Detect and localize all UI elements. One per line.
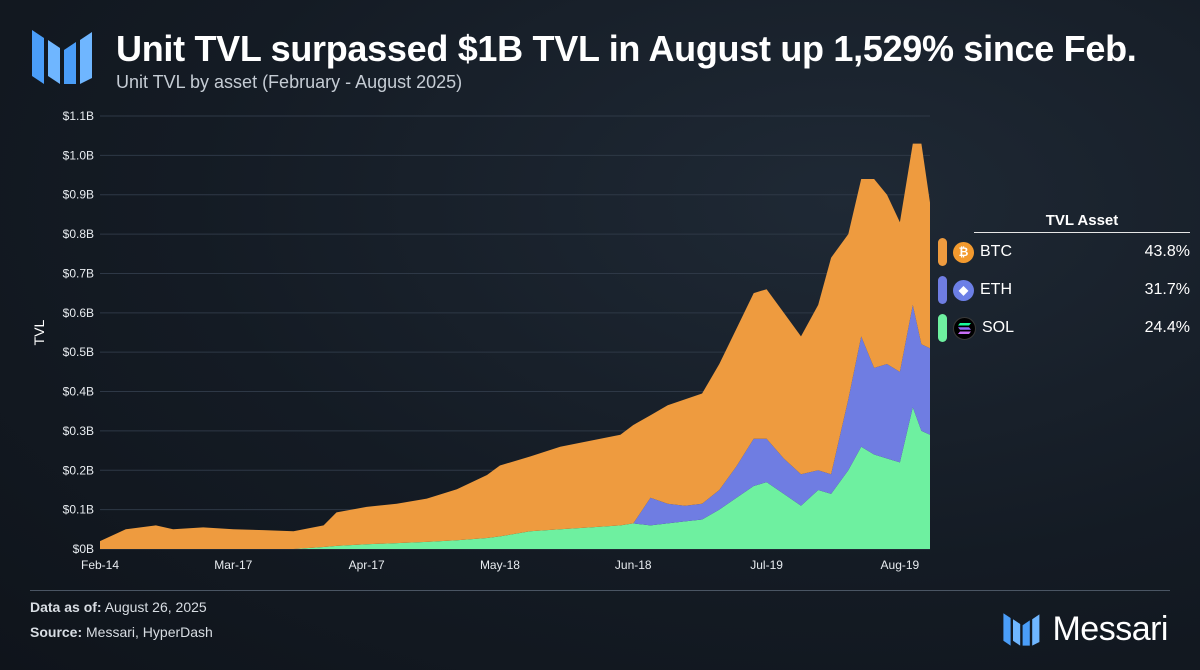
btc-swatch [938,238,947,266]
sol-swatch [938,314,947,342]
messari-logo-icon [32,30,92,84]
legend-item-eth: ◆ ETH 31.7% [938,271,1190,309]
data-as-of-label: Data as of: [30,599,102,615]
x-tick-label: Apr-17 [349,558,385,572]
footer-source: Source: Messari, HyperDash [30,624,213,640]
y-tick-label: $0B [73,542,94,556]
eth-swatch [938,276,947,304]
legend-label-btc: BTC [980,243,1012,260]
y-tick-label: $1.0B [63,148,94,162]
ethereum-icon: ◆ [953,279,974,301]
chart-subtitle: Unit TVL by asset (February - August 202… [116,72,463,92]
legend-value-sol: 24.4% [1144,319,1190,336]
legend-title: TVL Asset [974,212,1190,233]
legend-value-eth: 31.7% [1144,281,1190,298]
x-tick-label: Aug-19 [881,558,920,572]
x-tick-label: May-18 [480,558,520,572]
brand-name: Messari [1052,610,1168,648]
area-series-sol [100,407,930,549]
y-tick-label: $0.4B [63,385,94,399]
x-tick-label: Feb-14 [81,558,119,572]
bitcoin-icon: ₿ [953,241,974,263]
tvl-stacked-area-chart: $0B $0.1B $0.2B $0.3B $0.4B $0.5B $0.6B $0.7B $0… [31,109,930,572]
y-tick-label: $0.9B [63,188,94,202]
x-tick-label: Mar-17 [214,558,252,572]
legend-value-btc: 43.8% [1144,243,1190,260]
footer-data-as-of: Data as of: August 26, 2025 [30,599,207,615]
area-series-eth [100,304,930,549]
source-value: Messari, HyperDash [86,624,213,640]
x-tick-label: Jul-19 [750,558,783,572]
legend: TVL Asset ₿ BTC 43.8% ◆ ETH 31.7% SOL 24… [938,212,1190,347]
y-tick-label: $0.3B [63,424,94,438]
legend-label-sol: SOL [982,319,1015,336]
brand: Messari [1002,610,1168,649]
y-tick-label: $0.7B [63,266,94,280]
source-label: Source: [30,624,83,640]
y-axis-label: TVL [31,319,47,345]
legend-item-sol: SOL 24.4% [938,309,1190,347]
messari-brand-icon [1003,612,1040,646]
y-tick-label: $0.8B [63,227,94,241]
solana-icon [953,316,976,340]
legend-item-btc: ₿ BTC 43.8% [938,233,1190,271]
legend-label-eth: ETH [980,281,1012,298]
y-tick-label: $0.6B [63,306,94,320]
y-tick-label: $0.1B [63,503,94,517]
data-as-of-value: August 26, 2025 [104,599,207,615]
y-tick-label: $0.5B [63,345,94,359]
x-tick-label: Jun-18 [615,558,652,572]
y-tick-label: $0.2B [63,463,94,477]
chart-title: Unit TVL surpassed $1B TVL in August up … [116,28,1137,69]
y-tick-label: $1.1B [63,109,94,123]
area-series-btc [100,143,930,549]
footer-divider [30,590,1170,591]
